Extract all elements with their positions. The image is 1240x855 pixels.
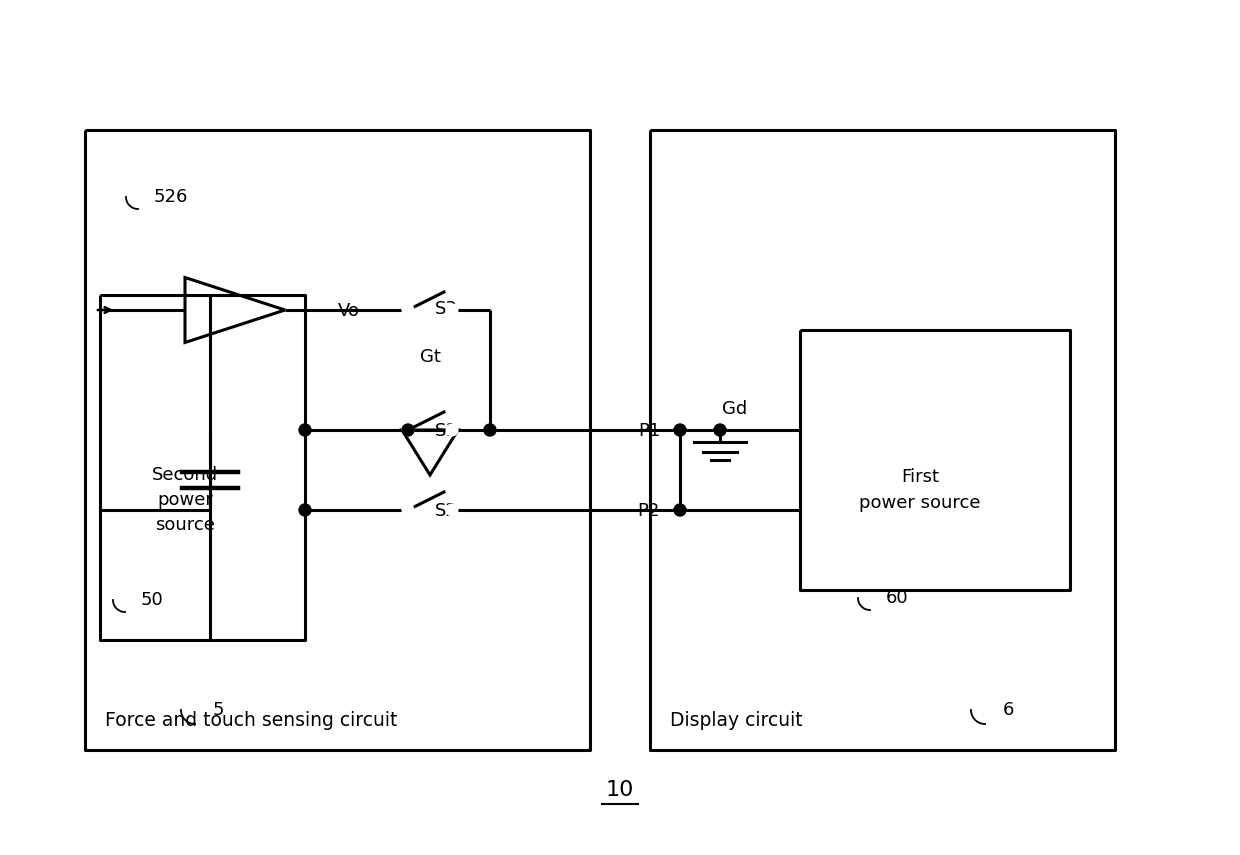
Text: 6: 6 [1003, 701, 1014, 719]
Text: 5: 5 [213, 701, 224, 719]
Circle shape [403, 305, 413, 315]
Text: 60: 60 [887, 589, 909, 607]
Text: First
power source: First power source [859, 469, 981, 511]
Circle shape [484, 424, 496, 436]
Circle shape [714, 424, 725, 436]
Text: P1: P1 [637, 422, 660, 440]
Text: P2: P2 [637, 502, 660, 520]
Text: Second
power
source: Second power source [153, 466, 218, 534]
Text: Display circuit: Display circuit [670, 711, 802, 729]
Text: Force and touch sensing circuit: Force and touch sensing circuit [105, 711, 397, 729]
Circle shape [402, 424, 414, 436]
Circle shape [446, 425, 458, 435]
Text: S3: S3 [435, 300, 458, 318]
Circle shape [403, 505, 413, 515]
Text: Gt: Gt [419, 348, 440, 366]
Circle shape [403, 425, 413, 435]
Text: 10: 10 [606, 780, 634, 800]
Circle shape [299, 504, 311, 516]
Text: 50: 50 [141, 591, 164, 609]
Text: Gd: Gd [722, 400, 748, 418]
Text: S2: S2 [435, 502, 458, 520]
Circle shape [299, 424, 311, 436]
Circle shape [675, 424, 686, 436]
Text: Vo: Vo [339, 302, 360, 320]
Circle shape [446, 505, 458, 515]
Circle shape [446, 305, 458, 315]
Text: 526: 526 [154, 188, 188, 206]
Circle shape [675, 504, 686, 516]
Text: S1: S1 [435, 422, 458, 440]
